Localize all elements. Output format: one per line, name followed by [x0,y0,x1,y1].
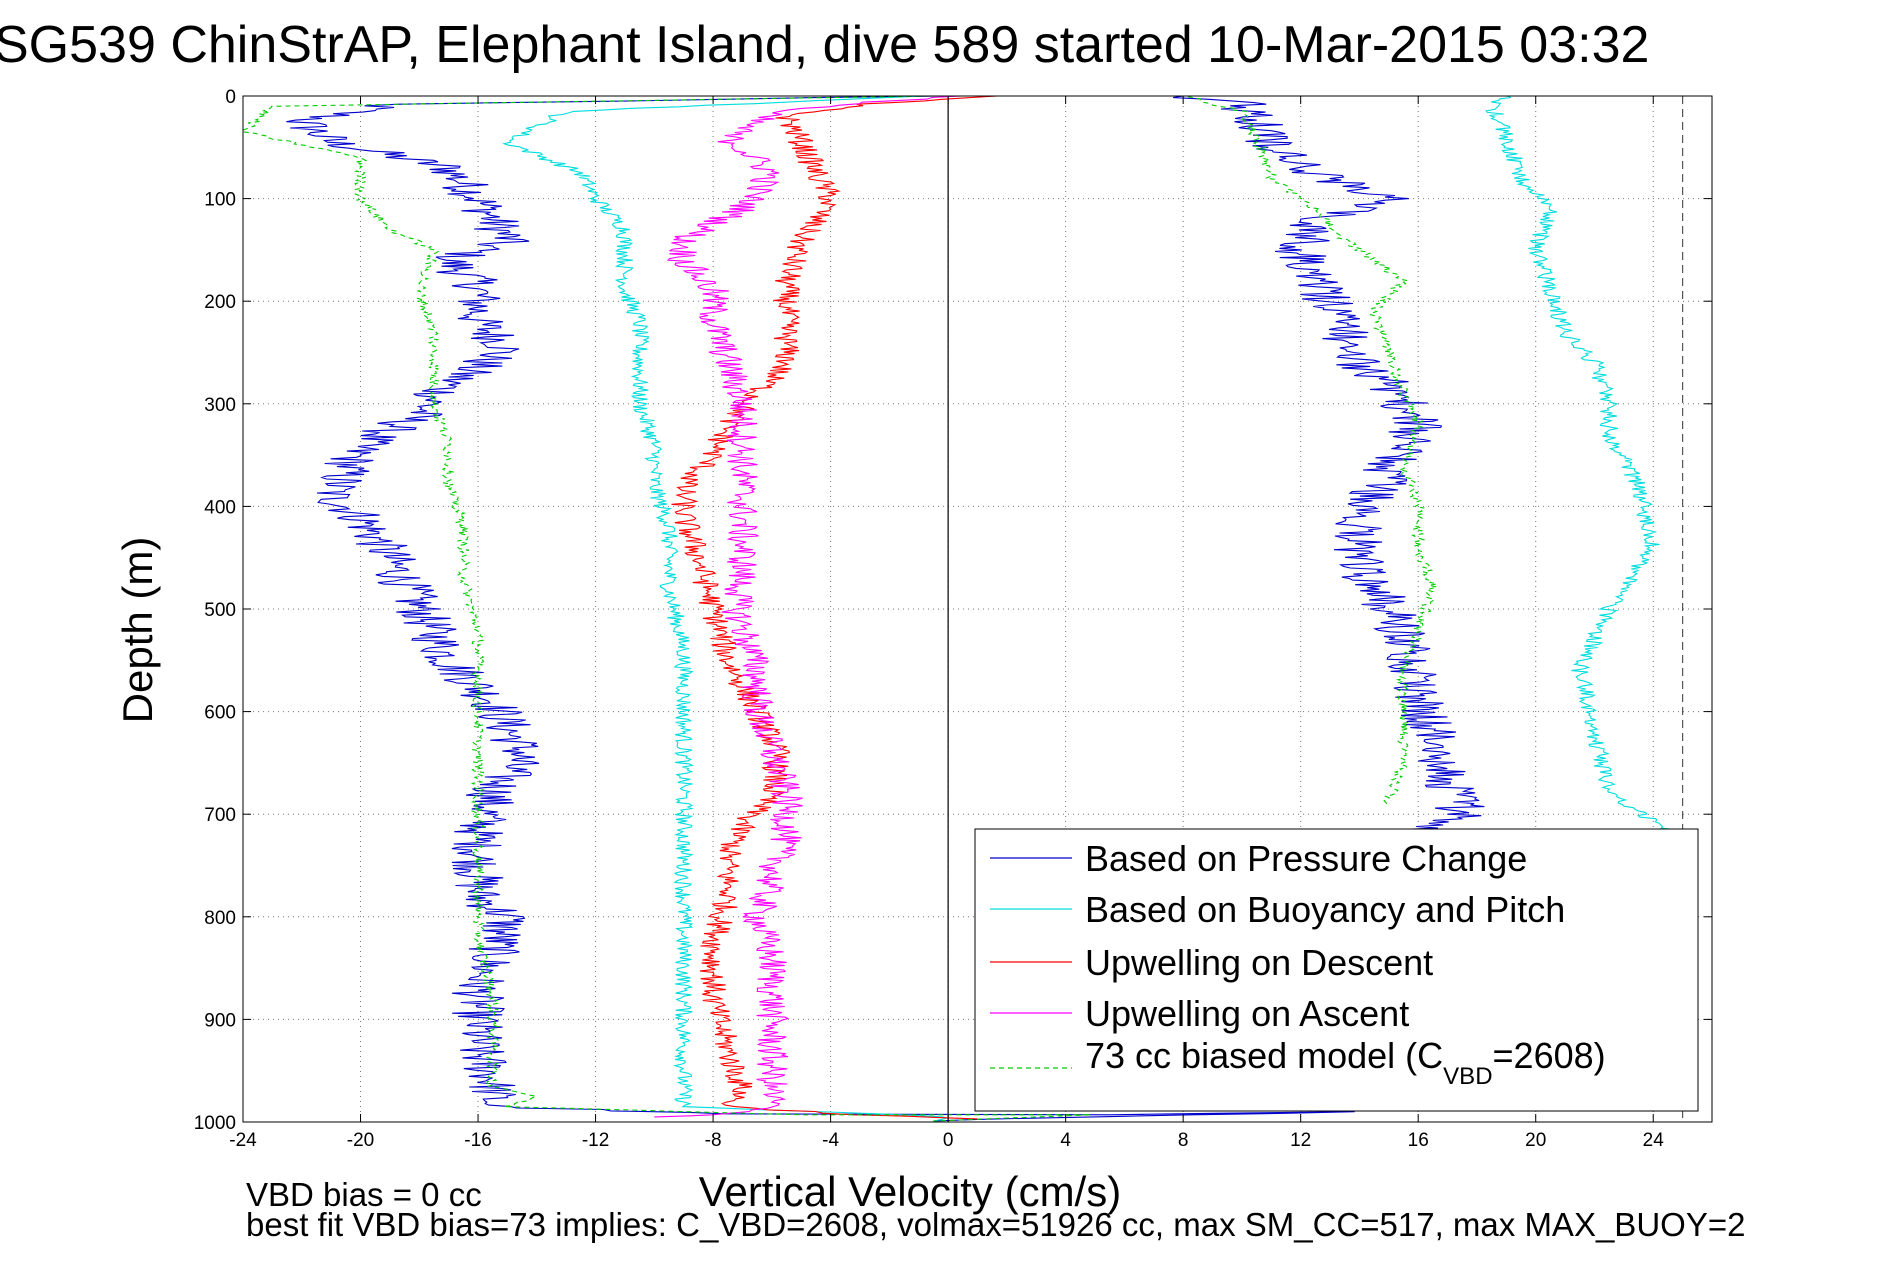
x-tick-label: -24 [229,1130,257,1151]
legend-label-buoyancy: Based on Buoyancy and Pitch [1085,889,1565,930]
y-tick-label: 700 [204,805,236,826]
legend-label-model: 73 cc biased model (CVBD=2608) [1085,1035,1606,1090]
plot-series [243,96,1675,1122]
annotation-best-fit: best fit VBD bias=73 implies: C_VBD=2608… [246,1206,1745,1243]
series-4-ascent-line [1183,96,1438,805]
x-axis-label: Vertical Velocity (cm/s) [699,1168,1121,1215]
x-tick-label: 8 [1178,1130,1189,1151]
legend-label-ascent: Upwelling on Ascent [1085,993,1409,1034]
series-0-descent-line [286,96,1355,1122]
y-tick-label: 500 [204,600,236,621]
axis-ticks: -24 -20 -16 -12 -8 -4 0 4 8 12 16 20 24 0 100 200 300 400… [194,87,1712,1151]
y-tick-label: 300 [204,395,236,416]
series-2-descent-line [671,96,998,1120]
x-tick-label: -20 [347,1130,374,1151]
y-tick-label: 0 [225,87,236,108]
legend-box [974,828,1699,1112]
annotation-vbd-bias: VBD bias = 0 cc [246,1176,482,1213]
x-tick-label: -16 [464,1130,491,1151]
series-4-descent-line [243,96,1091,1122]
y-tick-label: 600 [204,703,236,724]
x-tick-label: 16 [1408,1130,1429,1151]
legend: Based on Pressure Change Based on Buoyan… [974,828,1699,1112]
x-tick-label: -8 [705,1130,722,1151]
series-3-descent-line [654,96,962,1118]
legend-label-pressure: Based on Pressure Change [1085,838,1527,879]
x-tick-label: -12 [582,1130,609,1151]
series-1-ascent-line [1485,96,1675,831]
x-tick-label: 12 [1290,1130,1311,1151]
x-tick-label: 0 [943,1130,954,1151]
y-tick-label: 900 [204,1010,236,1031]
y-tick-label: 100 [204,190,236,211]
x-tick-label: -4 [822,1130,839,1151]
y-tick-label: 400 [204,497,236,518]
series-1-descent-line [502,96,948,1122]
y-tick-label: 800 [204,908,236,929]
series-0-ascent-line [1173,96,1485,831]
y-tick-label: 1000 [194,1113,236,1134]
legend-label-descent: Upwelling on Descent [1085,942,1433,983]
x-tick-label: 20 [1525,1130,1546,1151]
x-tick-label: 24 [1643,1130,1665,1151]
y-axis-label: Depth (m) [114,537,161,724]
chart-title: SG539 ChinStrAP, Elephant Island, dive 5… [0,16,1649,74]
x-tick-label: 4 [1060,1130,1071,1151]
y-tick-label: 200 [204,292,236,313]
